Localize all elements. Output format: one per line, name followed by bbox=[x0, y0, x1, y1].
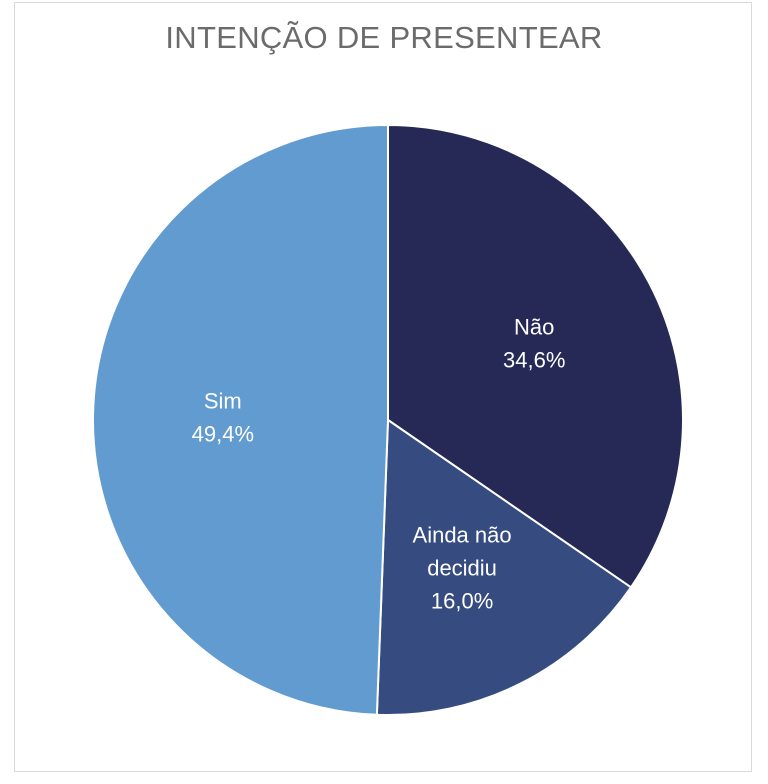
pie-slice-sim bbox=[92, 123, 389, 716]
slice-label-line: Ainda não bbox=[413, 523, 512, 548]
slice-label-line: decidiu bbox=[427, 556, 497, 581]
slice-label-sim: Sim 49,4% bbox=[192, 388, 254, 446]
slice-label-line: 16,0% bbox=[431, 589, 493, 614]
pie-slice-nao bbox=[387, 123, 684, 589]
pie-slice-ainda-nao-decidiu bbox=[375, 418, 633, 716]
chart-title: INTENÇÃO DE PRESENTEAR bbox=[165, 20, 603, 55]
slice-label-line: Não bbox=[514, 315, 554, 340]
slice-label-ainda-nao-decidiu: Ainda não decidiu 16,0% bbox=[413, 523, 512, 614]
slice-label-line: 49,4% bbox=[192, 421, 254, 446]
slice-label-nao: Não 34,6% bbox=[503, 315, 565, 373]
slice-label-line: Sim bbox=[204, 388, 242, 413]
slice-label-line: 34,6% bbox=[503, 348, 565, 373]
